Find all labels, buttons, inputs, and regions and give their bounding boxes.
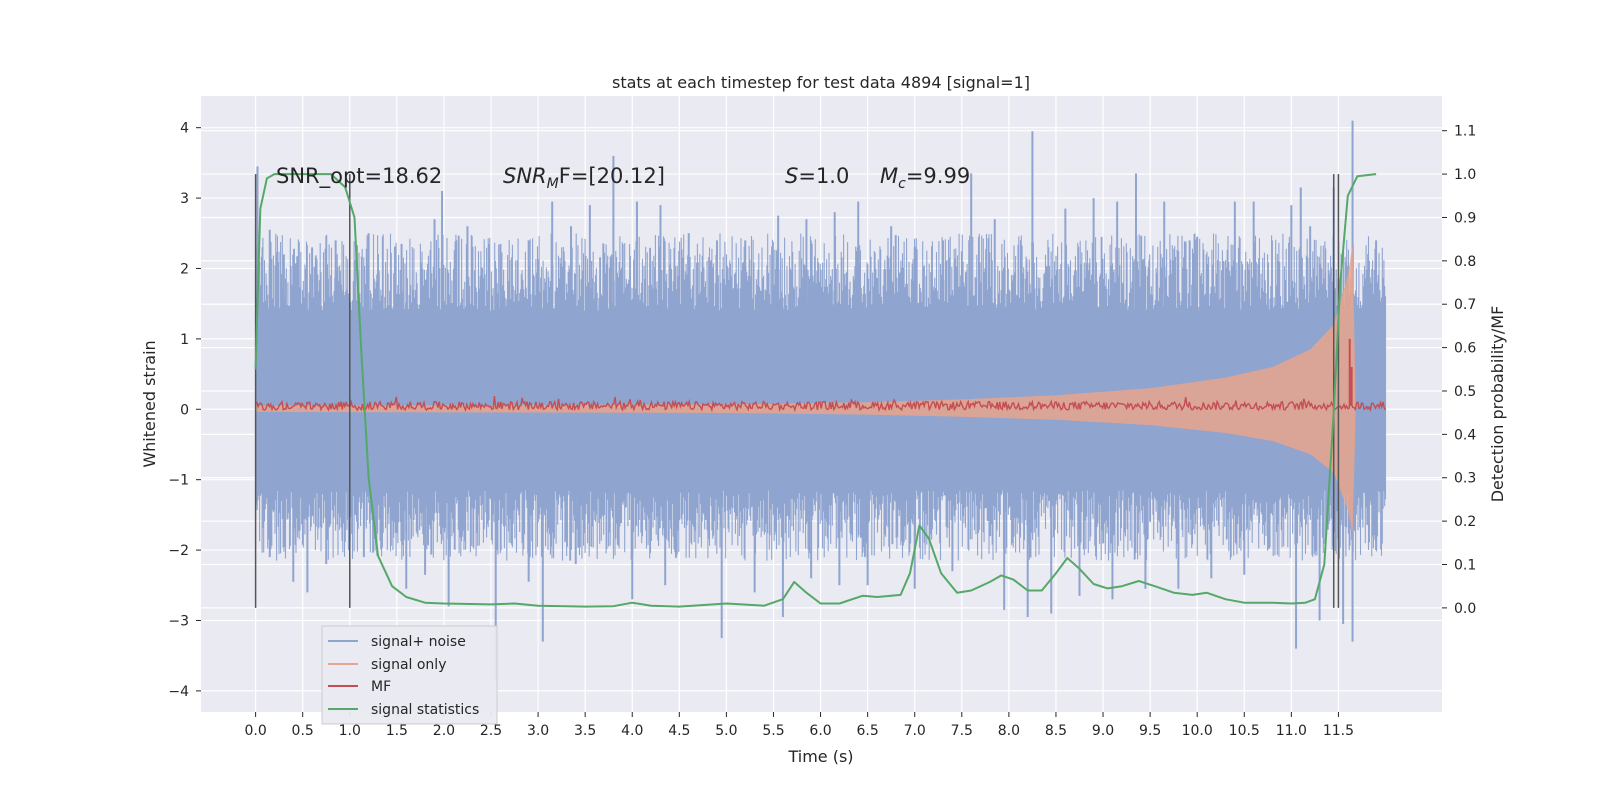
legend-label-stats: signal statistics <box>371 702 479 718</box>
x-tick-label: 5.5 <box>762 723 784 739</box>
x-tick-label: 7.0 <box>904 723 926 739</box>
snr-mf-main: SNR <box>503 164 547 188</box>
x-tick-label: 2.5 <box>480 723 502 739</box>
x-tick-label: 1.5 <box>386 723 408 739</box>
x-tick-label: 4.0 <box>621 723 643 739</box>
x-tick-label: 9.5 <box>1139 723 1161 739</box>
mf-trace <box>255 396 1387 413</box>
x-axis-label: Time (s) <box>787 747 853 766</box>
y2-tick-label: 0.9 <box>1454 210 1476 226</box>
y-tick-label: 1 <box>180 332 189 348</box>
signal-statistics-series <box>254 173 1377 608</box>
y2-tick-label: 0.1 <box>1454 558 1476 574</box>
y2-axis-label: Detection probability/MF <box>1488 306 1507 503</box>
mf-series <box>255 338 1387 413</box>
x-tick-label: 11.5 <box>1323 723 1354 739</box>
y-tick-label: 4 <box>180 121 189 137</box>
legend-label-signal: signal only <box>371 657 446 673</box>
legend-label-mf: MF <box>371 679 391 695</box>
y2-tick-label: 0.8 <box>1454 254 1476 270</box>
x-tick-label: 7.5 <box>951 723 973 739</box>
y2-tick-label: 0.0 <box>1454 601 1476 617</box>
s-rest: =1.0 <box>798 164 849 188</box>
x-tick-label: 10.5 <box>1229 723 1260 739</box>
snr-mf-rest: F=[20.12] <box>559 164 665 188</box>
legend-box <box>321 625 498 725</box>
x-tick-label: 3.5 <box>574 723 596 739</box>
x-tick-label: 6.5 <box>857 723 879 739</box>
mc-var: M <box>880 164 898 188</box>
annotation-snr-mf: SNRMF=[20.12] <box>503 164 665 192</box>
x-tick-label: 8.5 <box>1045 723 1067 739</box>
y2-tick-label: 0.5 <box>1454 384 1476 400</box>
annotation-snr-opt: SNR_opt=18.62 <box>276 164 442 189</box>
y2-tick-label: 1.0 <box>1454 167 1476 183</box>
x-tick-label: 2.0 <box>433 723 455 739</box>
y-tick-label: 0 <box>180 402 189 418</box>
legend: signal+ noise signal only MF signal stat… <box>321 625 498 725</box>
x-tick-label: 3.0 <box>527 723 549 739</box>
y2-tick-label: 0.3 <box>1454 471 1476 487</box>
s-var: S <box>785 164 798 188</box>
mc-rest: =9.99 <box>906 164 970 188</box>
snr-mf-sub: M <box>547 176 559 192</box>
y2-tick-label: 0.4 <box>1454 427 1476 443</box>
x-tick-label: 6.0 <box>809 723 831 739</box>
x-tick-label: 4.5 <box>668 723 690 739</box>
x-tick-label: 8.0 <box>998 723 1020 739</box>
y2-tick-label: 0.7 <box>1454 297 1476 313</box>
y2-tick-label: 0.6 <box>1454 341 1476 357</box>
y-tick-label: −2 <box>168 543 189 559</box>
y-tick-label: 2 <box>180 261 189 277</box>
annotation-mc: Mc=9.99 <box>880 164 970 192</box>
y-tick-label: 3 <box>180 191 189 207</box>
vertical-lines <box>254 174 1340 608</box>
x-tick-label: 0.0 <box>244 723 266 739</box>
chart-title: stats at each timestep for test data 489… <box>612 73 1030 92</box>
mc-sub: c <box>898 176 906 192</box>
annotation-s: S=1.0 <box>785 164 849 188</box>
x-tick-label: 5.0 <box>715 723 737 739</box>
stats-trace <box>254 173 1377 608</box>
y2-tick-label: 0.2 <box>1454 514 1476 530</box>
y-axis-label: Whitened strain <box>140 340 159 467</box>
x-tick-label: 10.0 <box>1182 723 1213 739</box>
x-tick-label: 11.0 <box>1276 723 1307 739</box>
x-tick-label: 1.0 <box>339 723 361 739</box>
legend-label-noise: signal+ noise <box>371 634 466 650</box>
y-tick-label: −3 <box>168 613 189 629</box>
y-tick-label: −1 <box>168 473 189 489</box>
x-tick-label: 9.0 <box>1092 723 1114 739</box>
y-tick-label: −4 <box>168 684 189 700</box>
x-tick-label: 0.5 <box>292 723 314 739</box>
axes: 0.0 0.5 1.0 1.5 2.0 2.5 3.0 3.5 4.0 4.5 5.0 5.5 6.0 6… <box>168 121 1476 739</box>
y2-tick-label: 1.1 <box>1454 124 1476 140</box>
